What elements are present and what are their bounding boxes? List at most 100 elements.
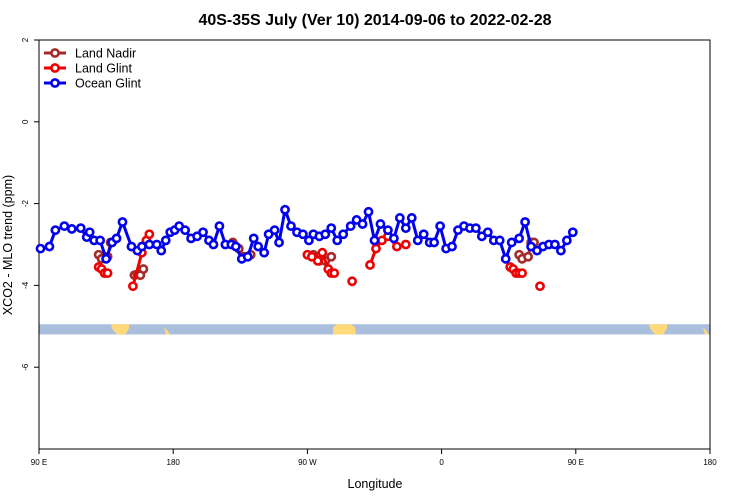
- data-point: [101, 253, 111, 264]
- series-layer: [35, 204, 578, 292]
- data-point: [286, 221, 296, 231]
- data-point: [418, 229, 429, 240]
- data-point: [517, 268, 528, 279]
- data-point: [214, 221, 225, 231]
- data-point: [470, 223, 481, 234]
- data-point: [75, 223, 86, 234]
- data-point: [253, 241, 264, 252]
- x-axis-label: Longitude: [348, 477, 403, 491]
- data-point: [329, 268, 340, 279]
- data-point: [117, 217, 128, 227]
- data-point: [406, 213, 417, 223]
- data-point: [383, 225, 393, 236]
- data-point: [482, 227, 493, 238]
- x-tick-label: 180: [703, 458, 717, 467]
- legend-marker: [50, 78, 60, 88]
- data-point: [320, 229, 331, 240]
- data-point: [514, 233, 525, 244]
- data-point: [111, 233, 122, 244]
- map-land-0: [111, 324, 129, 335]
- data-point: [180, 225, 191, 236]
- y-axis-label: XCO2 - MLO trend (ppm): [1, 175, 15, 315]
- data-point: [447, 241, 457, 252]
- data-point: [500, 253, 511, 264]
- legend-marker: [50, 48, 60, 58]
- data-point: [371, 243, 381, 254]
- data-point: [35, 243, 46, 254]
- data-point: [160, 235, 171, 246]
- y-tick-label: -4: [21, 281, 30, 289]
- data-point: [555, 245, 566, 256]
- data-point: [567, 227, 578, 238]
- x-tick-label: 90 W: [298, 458, 317, 467]
- data-point: [388, 233, 399, 244]
- data-point: [520, 217, 531, 227]
- data-point: [298, 229, 308, 240]
- data-point: [242, 251, 253, 262]
- data-point: [412, 235, 423, 246]
- data-point: [274, 237, 284, 248]
- data-point: [535, 281, 545, 292]
- series-ocean-glint: [35, 204, 578, 264]
- data-point: [280, 204, 290, 215]
- data-point: [326, 251, 337, 262]
- data-point: [523, 251, 533, 262]
- data-point: [50, 225, 61, 236]
- y-tick-label: 2: [21, 37, 30, 42]
- data-point: [208, 239, 219, 250]
- data-point: [365, 260, 375, 270]
- data-point: [303, 235, 314, 246]
- data-point: [391, 241, 402, 252]
- data-point: [357, 219, 368, 229]
- data-point: [44, 241, 55, 252]
- map-ocean-band: [39, 324, 710, 335]
- data-point: [429, 237, 440, 248]
- x-tick-label: 90 E: [568, 458, 584, 467]
- data-point: [326, 223, 337, 234]
- data-point: [550, 239, 560, 250]
- x-axis: 90 E 180 90 W 0 90 E 180: [31, 449, 717, 467]
- data-point: [128, 281, 138, 292]
- series-land-glint: [93, 229, 545, 292]
- data-point: [345, 221, 356, 231]
- map-land-4: [703, 327, 709, 335]
- data-point: [144, 229, 155, 240]
- data-point: [144, 239, 155, 250]
- x-tick-label: 0: [439, 458, 444, 467]
- data-point: [494, 235, 505, 246]
- y-tick-label: 0: [21, 119, 30, 124]
- x-tick-label: 90 E: [31, 458, 47, 467]
- y-tick-label: -6: [21, 363, 30, 371]
- map-strip: [39, 324, 710, 335]
- data-point: [375, 219, 386, 229]
- data-point: [198, 227, 208, 238]
- map-land-3: [649, 324, 667, 335]
- data-point: [561, 235, 572, 246]
- legend-label: Land Nadir: [75, 47, 136, 61]
- data-point: [151, 239, 162, 250]
- chart-title: 40S-35S July (Ver 10) 2014-09-06 to 2022…: [198, 12, 551, 29]
- data-point: [95, 235, 106, 246]
- data-point: [102, 268, 113, 279]
- data-point: [156, 245, 167, 256]
- x-tick-label: 180: [167, 458, 181, 467]
- data-point: [230, 241, 241, 252]
- y-tick-label: -2: [21, 199, 30, 207]
- data-point: [506, 237, 517, 248]
- data-point: [66, 224, 77, 234]
- data-point: [369, 235, 380, 246]
- data-point: [317, 247, 328, 258]
- data-point: [312, 255, 323, 266]
- map-land-1: [164, 327, 170, 335]
- data-point: [394, 213, 405, 223]
- data-point: [269, 225, 280, 236]
- data-point: [84, 227, 95, 238]
- data-point: [400, 239, 411, 250]
- data-point: [435, 221, 446, 231]
- data-point: [363, 206, 374, 217]
- legend-label: Ocean Glint: [75, 77, 142, 91]
- data-point: [347, 276, 358, 287]
- data-point: [259, 247, 270, 258]
